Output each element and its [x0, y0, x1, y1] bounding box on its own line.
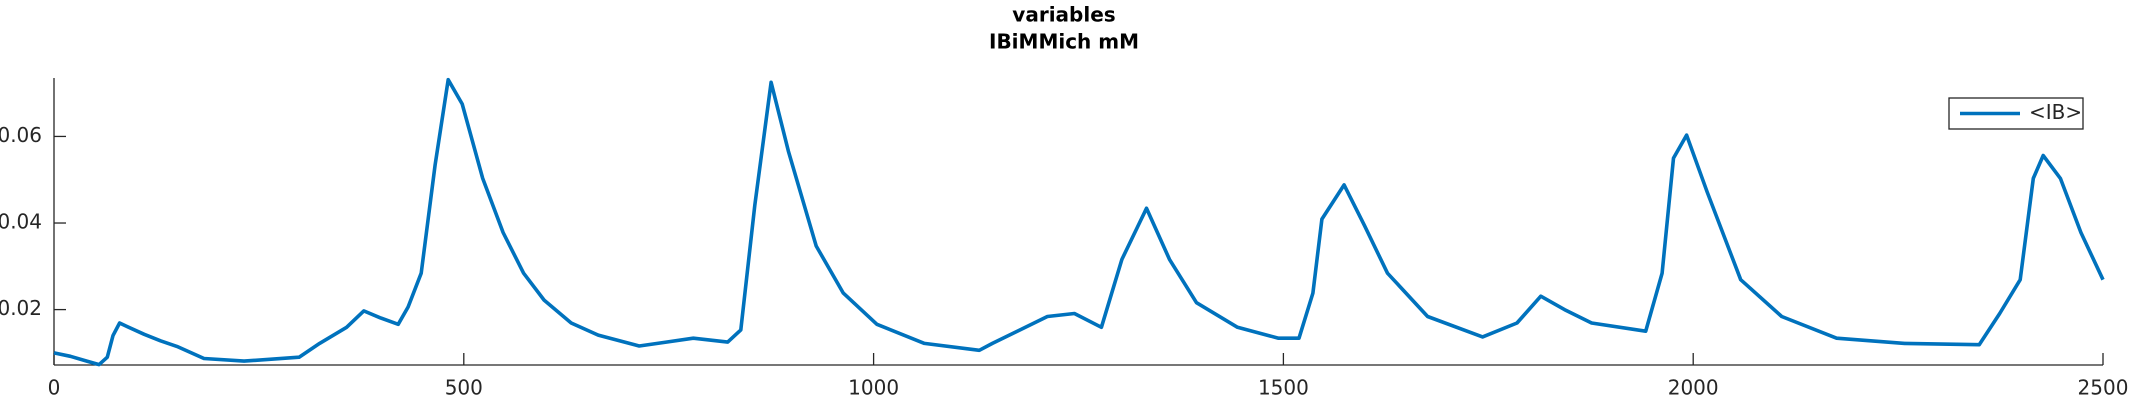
data-line [53, 77, 2105, 367]
legend-label: <IB> [2029, 100, 2082, 124]
x-tick-label: 2000 [1668, 376, 1719, 400]
x-tick-label: 1000 [848, 376, 899, 400]
x-tick-label: 2500 [2078, 376, 2129, 400]
y-tick-label: 0.06 [0, 123, 42, 147]
x-tick-label: 500 [445, 376, 483, 400]
chart-title: variables [1012, 3, 1115, 27]
x-tick-label: 0 [48, 376, 61, 400]
chart-subtitle: IBiMMich mM [989, 30, 1139, 54]
y-tick-label: 0.02 [0, 296, 42, 320]
x-tick-label: 1500 [1258, 376, 1309, 400]
y-tick-label: 0.04 [0, 210, 42, 234]
